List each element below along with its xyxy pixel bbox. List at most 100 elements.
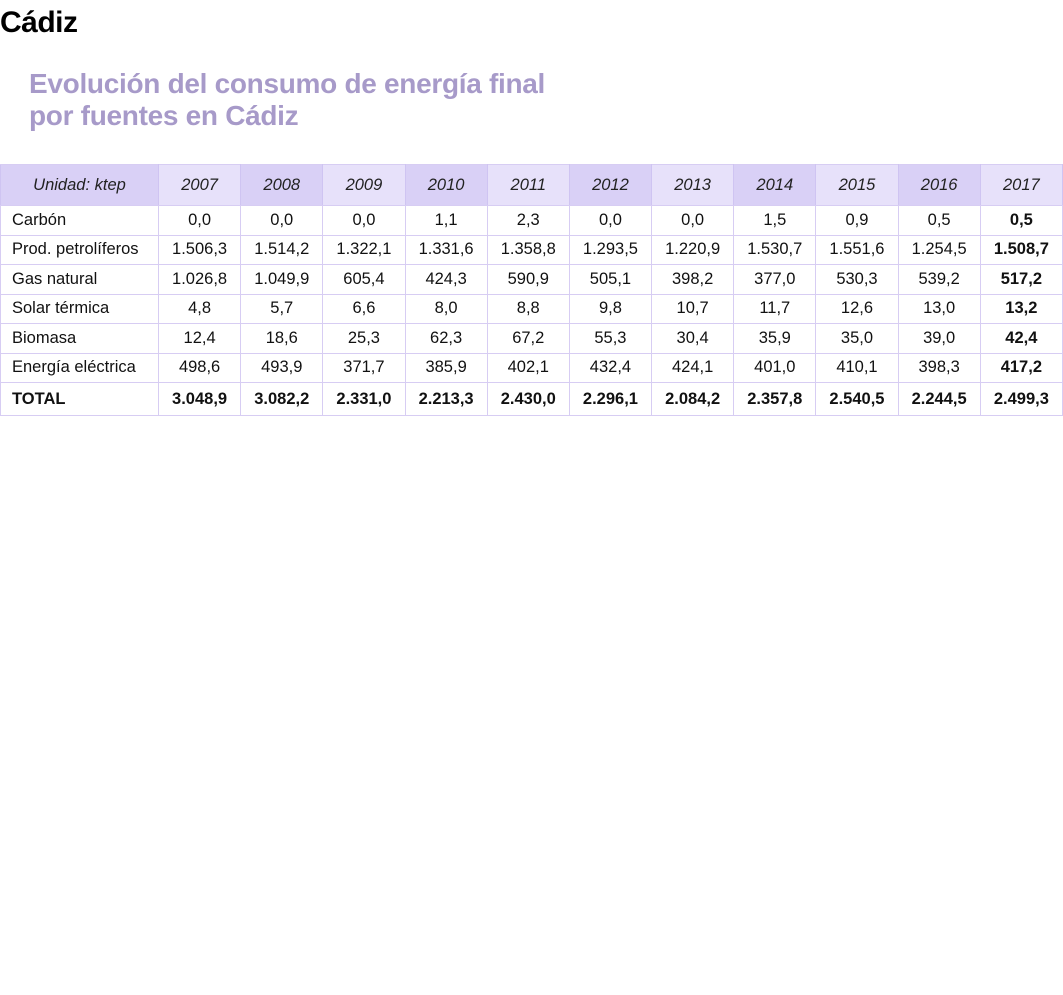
value-cell: 493,9 [240, 352, 324, 383]
total-row: TOTAL 3.048,9 3.082,2 2.331,0 2.213,3 2.… [0, 382, 1063, 416]
value-cell: 424,1 [651, 352, 735, 383]
year-header-cell: 2012 [568, 164, 653, 206]
year-header-cell: 2007 [157, 164, 242, 206]
value-cell: 2,3 [486, 205, 570, 236]
table-row: Biomasa 12,4 18,6 25,3 62,3 67,2 55,3 30… [0, 323, 1063, 354]
value-cell: 13,2 [979, 293, 1063, 324]
value-cell: 25,3 [322, 323, 406, 354]
value-cell: 6,6 [322, 293, 406, 324]
total-value-cell: 2.213,3 [404, 382, 488, 416]
total-value-cell: 2.540,5 [815, 382, 899, 416]
total-value-cell: 2.244,5 [897, 382, 981, 416]
value-cell: 0,5 [979, 205, 1063, 236]
value-cell: 39,0 [897, 323, 981, 354]
value-cell: 67,2 [486, 323, 570, 354]
value-cell: 1.358,8 [486, 234, 570, 265]
value-cell: 371,7 [322, 352, 406, 383]
value-cell: 18,6 [240, 323, 324, 354]
value-cell: 13,0 [897, 293, 981, 324]
year-header-cell: 2011 [486, 164, 570, 206]
year-header-cell: 2009 [322, 164, 406, 206]
energy-consumption-table: Unidad: ktep 2007 2008 2009 2010 2011 20… [0, 164, 1063, 416]
table-row: Energía eléctrica 498,6 493,9 371,7 385,… [0, 352, 1063, 383]
value-cell: 30,4 [651, 323, 735, 354]
table-row: Solar térmica 4,8 5,7 6,6 8,0 8,8 9,8 10… [0, 293, 1063, 324]
value-cell: 417,2 [979, 352, 1063, 383]
value-cell: 1,5 [733, 205, 817, 236]
year-header-cell: 2014 [733, 164, 817, 206]
value-cell: 35,0 [815, 323, 899, 354]
total-label: TOTAL [0, 382, 159, 416]
value-cell: 1.551,6 [815, 234, 899, 265]
row-label: Gas natural [0, 264, 159, 295]
row-label: Prod. petrolíferos [0, 234, 159, 265]
year-header-cell: 2013 [651, 164, 735, 206]
value-cell: 424,3 [404, 264, 488, 295]
value-cell: 62,3 [404, 323, 488, 354]
value-cell: 1.506,3 [157, 234, 242, 265]
total-value-cell: 2.296,1 [568, 382, 653, 416]
value-cell: 539,2 [897, 264, 981, 295]
value-cell: 5,7 [240, 293, 324, 324]
value-cell: 9,8 [568, 293, 653, 324]
header-row: Unidad: ktep 2007 2008 2009 2010 2011 20… [0, 164, 1063, 206]
value-cell: 0,0 [322, 205, 406, 236]
value-cell: 1.514,2 [240, 234, 324, 265]
year-header-cell: 2017 [979, 164, 1063, 206]
value-cell: 8,8 [486, 293, 570, 324]
value-cell: 0,9 [815, 205, 899, 236]
value-cell: 1.254,5 [897, 234, 981, 265]
page-heading: Cádiz [0, 6, 78, 39]
value-cell: 398,3 [897, 352, 981, 383]
table-row: Prod. petrolíferos 1.506,3 1.514,2 1.322… [0, 234, 1063, 265]
unit-header-cell: Unidad: ktep [0, 164, 159, 206]
value-cell: 605,4 [322, 264, 406, 295]
row-label: Biomasa [0, 323, 159, 354]
value-cell: 0,0 [568, 205, 653, 236]
value-cell: 12,6 [815, 293, 899, 324]
value-cell: 0,0 [651, 205, 735, 236]
total-value-cell: 2.331,0 [322, 382, 406, 416]
total-value-cell: 2.084,2 [651, 382, 735, 416]
table-title: Evolución del consumo de energía final p… [29, 68, 546, 131]
total-value-cell: 3.048,9 [157, 382, 242, 416]
row-label: Energía eléctrica [0, 352, 159, 383]
value-cell: 35,9 [733, 323, 817, 354]
value-cell: 0,5 [897, 205, 981, 236]
value-cell: 42,4 [979, 323, 1063, 354]
table-row: Gas natural 1.026,8 1.049,9 605,4 424,3 … [0, 264, 1063, 295]
value-cell: 11,7 [733, 293, 817, 324]
value-cell: 55,3 [568, 323, 653, 354]
value-cell: 498,6 [157, 352, 242, 383]
row-label: Solar térmica [0, 293, 159, 324]
row-label: Carbón [0, 205, 159, 236]
value-cell: 1.322,1 [322, 234, 406, 265]
year-header-cell: 2016 [897, 164, 981, 206]
value-cell: 402,1 [486, 352, 570, 383]
value-cell: 398,2 [651, 264, 735, 295]
value-cell: 385,9 [404, 352, 488, 383]
total-value-cell: 2.430,0 [486, 382, 570, 416]
value-cell: 377,0 [733, 264, 817, 295]
value-cell: 1,1 [404, 205, 488, 236]
value-cell: 401,0 [733, 352, 817, 383]
value-cell: 0,0 [157, 205, 242, 236]
table-row: Carbón 0,0 0,0 0,0 1,1 2,3 0,0 0,0 1,5 0… [0, 205, 1063, 236]
value-cell: 1.026,8 [157, 264, 242, 295]
value-cell: 8,0 [404, 293, 488, 324]
value-cell: 10,7 [651, 293, 735, 324]
value-cell: 530,3 [815, 264, 899, 295]
total-value-cell: 3.082,2 [240, 382, 324, 416]
value-cell: 1.508,7 [979, 234, 1063, 265]
value-cell: 12,4 [157, 323, 242, 354]
value-cell: 1.293,5 [568, 234, 653, 265]
value-cell: 432,4 [568, 352, 653, 383]
year-header-cell: 2015 [815, 164, 899, 206]
value-cell: 517,2 [979, 264, 1063, 295]
value-cell: 505,1 [568, 264, 653, 295]
total-value-cell: 2.357,8 [733, 382, 817, 416]
value-cell: 1.049,9 [240, 264, 324, 295]
year-header-cell: 2008 [240, 164, 324, 206]
value-cell: 590,9 [486, 264, 570, 295]
total-value-cell: 2.499,3 [979, 382, 1063, 416]
